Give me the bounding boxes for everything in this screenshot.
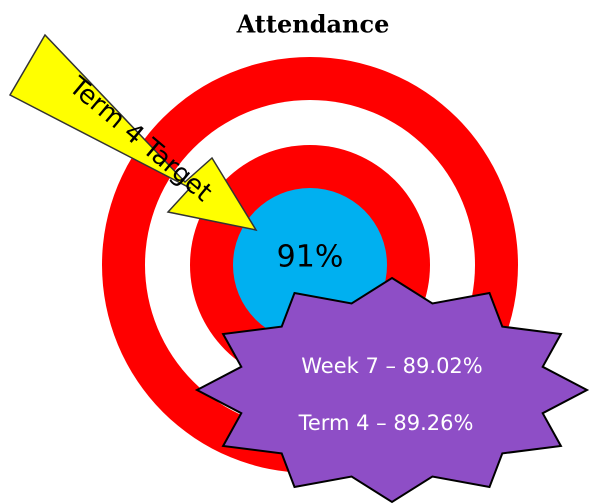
title: Attendance — [236, 10, 390, 39]
result-line: Week 7 – 89.02% — [301, 354, 483, 378]
poster: Attendance 91% Term 4 Target Week 7 – 89… — [0, 0, 595, 504]
result-line: Term 4 – 89.26% — [298, 411, 474, 435]
target-value: 91% — [277, 240, 344, 275]
